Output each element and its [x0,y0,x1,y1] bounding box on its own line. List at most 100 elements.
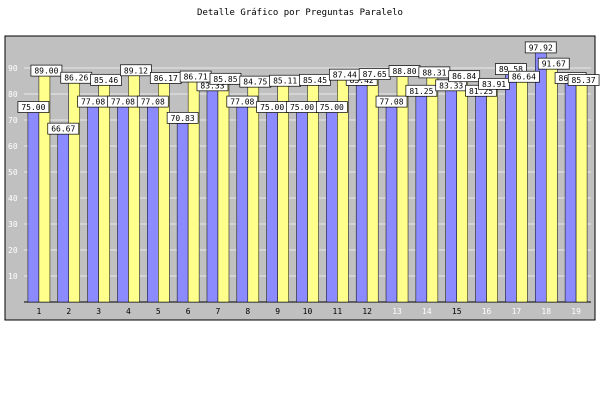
data-label-a-17: 89.58 [499,65,523,74]
x-tick-label-17: 17 [512,307,522,316]
x-tick-label-2: 2 [66,307,71,316]
data-label-b-11: 87.44 [333,71,357,80]
data-label-a-7: 83.33 [200,81,224,90]
data-label-a-4: 77.08 [111,98,135,107]
bar-b-2 [68,77,81,303]
y-tick-label-30: 30 [8,220,18,229]
bar-a-8 [236,101,249,303]
bar-b-14 [426,72,439,303]
data-label-b-10: 85.45 [303,76,327,85]
bar-a-9 [266,106,278,303]
data-label-a-16: 81.25 [469,87,493,96]
x-tick-label-6: 6 [186,307,191,316]
bar-b-7 [217,78,230,303]
bar-a-13 [385,101,398,303]
bar-b-8 [247,81,260,303]
bar-b-19 [575,79,588,303]
x-tick-label-15: 15 [452,307,462,316]
bar-b-10 [307,79,319,303]
y-tick-label-80: 80 [8,90,18,99]
data-label-b-9: 85.11 [273,77,297,86]
x-tick-label-9: 9 [275,307,280,316]
bar-a-4 [117,101,129,303]
data-label-b-17: 86.64 [512,73,536,82]
x-tick-label-3: 3 [96,307,101,316]
data-label-b-14: 88.31 [422,68,446,77]
x-tick-label-11: 11 [333,307,343,316]
data-label-b-7: 85.85 [213,75,237,84]
x-tick-label-10: 10 [303,307,313,316]
bar-a-1 [27,106,40,303]
data-label-b-12: 87.65 [363,70,387,79]
y-tick-label-40: 40 [8,194,18,203]
x-tick-label-7: 7 [216,307,221,316]
data-label-a-13: 77.08 [379,98,403,107]
bar-a-18 [534,47,547,303]
bar-a-16 [475,90,487,303]
x-tick-label-4: 4 [126,307,131,316]
data-label-a-18-box [524,41,557,54]
bar-b-6 [187,76,200,303]
data-label-a-15: 83.33 [439,81,463,90]
x-tick-label-1: 1 [37,307,42,316]
data-label-a-2: 66.67 [51,125,75,134]
data-label-b-19: 85.37 [572,76,596,85]
bar-a-5 [147,101,159,303]
data-label-a-6-box [166,111,199,124]
bar-b-5 [158,77,170,303]
data-label-a-14: 81.25 [409,87,433,96]
bar-a-2 [57,128,70,303]
x-tick-label-5: 5 [156,307,161,316]
data-label-a-3: 77.08 [81,98,105,107]
data-label-b-16: 83.91 [482,80,506,89]
data-label-a-1-box [17,101,50,113]
x-tick-label-18: 18 [541,307,551,316]
x-tick-label-14: 14 [422,307,432,316]
data-label-b-3: 85.46 [94,76,118,85]
bar-b-18 [545,63,558,303]
data-label-b-15: 86.84 [452,72,476,81]
bar-b-17 [516,76,528,303]
bar-b-16 [486,83,498,303]
bar-a-15 [445,85,457,303]
data-label-a-1: 75.00 [21,103,45,112]
chart-title: Detalle Gráfico por Preguntas Paralelo [197,8,403,18]
y-tick-label-20: 20 [8,246,18,255]
data-label-b-18-box [537,57,570,70]
x-tick-label-13: 13 [392,307,402,316]
data-label-b-16-box [478,77,510,90]
data-label-a-5-box [136,95,169,108]
bar-a-14 [415,90,428,303]
bar-a-6 [176,117,189,303]
data-label-a-11: 75.00 [320,103,344,112]
x-tick-label-16: 16 [482,307,492,316]
data-label-b-1: 89.00 [34,67,58,76]
y-tick-label-60: 60 [8,142,18,151]
x-tick-label-19: 19 [571,307,581,316]
x-tick-label-8: 8 [245,307,250,316]
data-label-b-4-box [120,64,152,77]
data-label-b-3-box [90,73,122,86]
data-label-a-13-box [375,95,408,108]
data-label-b-4: 89.12 [124,66,148,75]
bar-b-3 [98,79,110,303]
bar-a-3 [87,101,99,303]
bar-a-12 [355,79,368,303]
y-tick-label-90: 90 [8,64,18,73]
data-label-b-6: 86.71 [184,73,208,82]
data-label-b-18: 91.67 [542,60,566,69]
data-label-b-17-box [508,70,540,83]
data-label-a-12: 85.42 [350,76,374,85]
data-label-b-15-box [448,70,481,83]
y-tick-label-70: 70 [8,116,18,125]
data-label-a-9: 75.00 [260,103,284,112]
data-label-b-19-box [567,74,600,86]
bar-a-10 [296,106,308,303]
data-label-a-10: 75.00 [290,103,314,112]
x-tick-label-12: 12 [362,307,372,316]
bar-b-12 [366,73,379,303]
data-label-a-5: 77.08 [141,98,165,107]
data-label-b-13: 88.80 [392,67,416,76]
data-label-b-5: 86.17 [154,74,178,83]
